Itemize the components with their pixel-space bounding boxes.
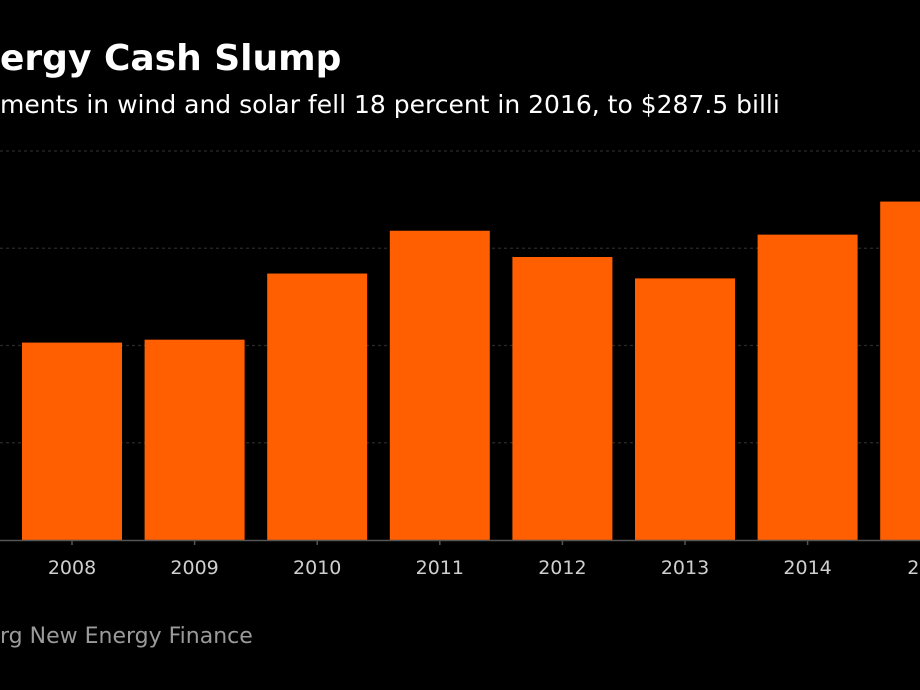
bar-2008 [22, 342, 122, 540]
bar-2013 [635, 278, 735, 540]
bar-2011 [389, 230, 490, 540]
bar-2015 [880, 201, 920, 540]
x-tick-label: 2008 [48, 557, 96, 579]
bar-2012 [512, 257, 613, 540]
chart-subtitle: ments in wind and solar fell 18 percent … [0, 90, 780, 119]
bar-2014 [757, 234, 858, 540]
chart-title: ergy Cash Slump [0, 38, 342, 79]
chart-source: rg New Energy Finance [0, 624, 253, 649]
x-tick-label: 2013 [661, 557, 709, 579]
x-tick-label: 2012 [538, 557, 586, 579]
x-tick-label: 2010 [293, 557, 341, 579]
x-tick-label: 2014 [783, 557, 831, 579]
x-tick-label: 2009 [170, 557, 218, 579]
x-tick-label: 2011 [416, 557, 464, 579]
bar-2010 [267, 273, 368, 540]
bar-2009 [144, 339, 245, 540]
x-tick-label: 20 [907, 557, 920, 579]
